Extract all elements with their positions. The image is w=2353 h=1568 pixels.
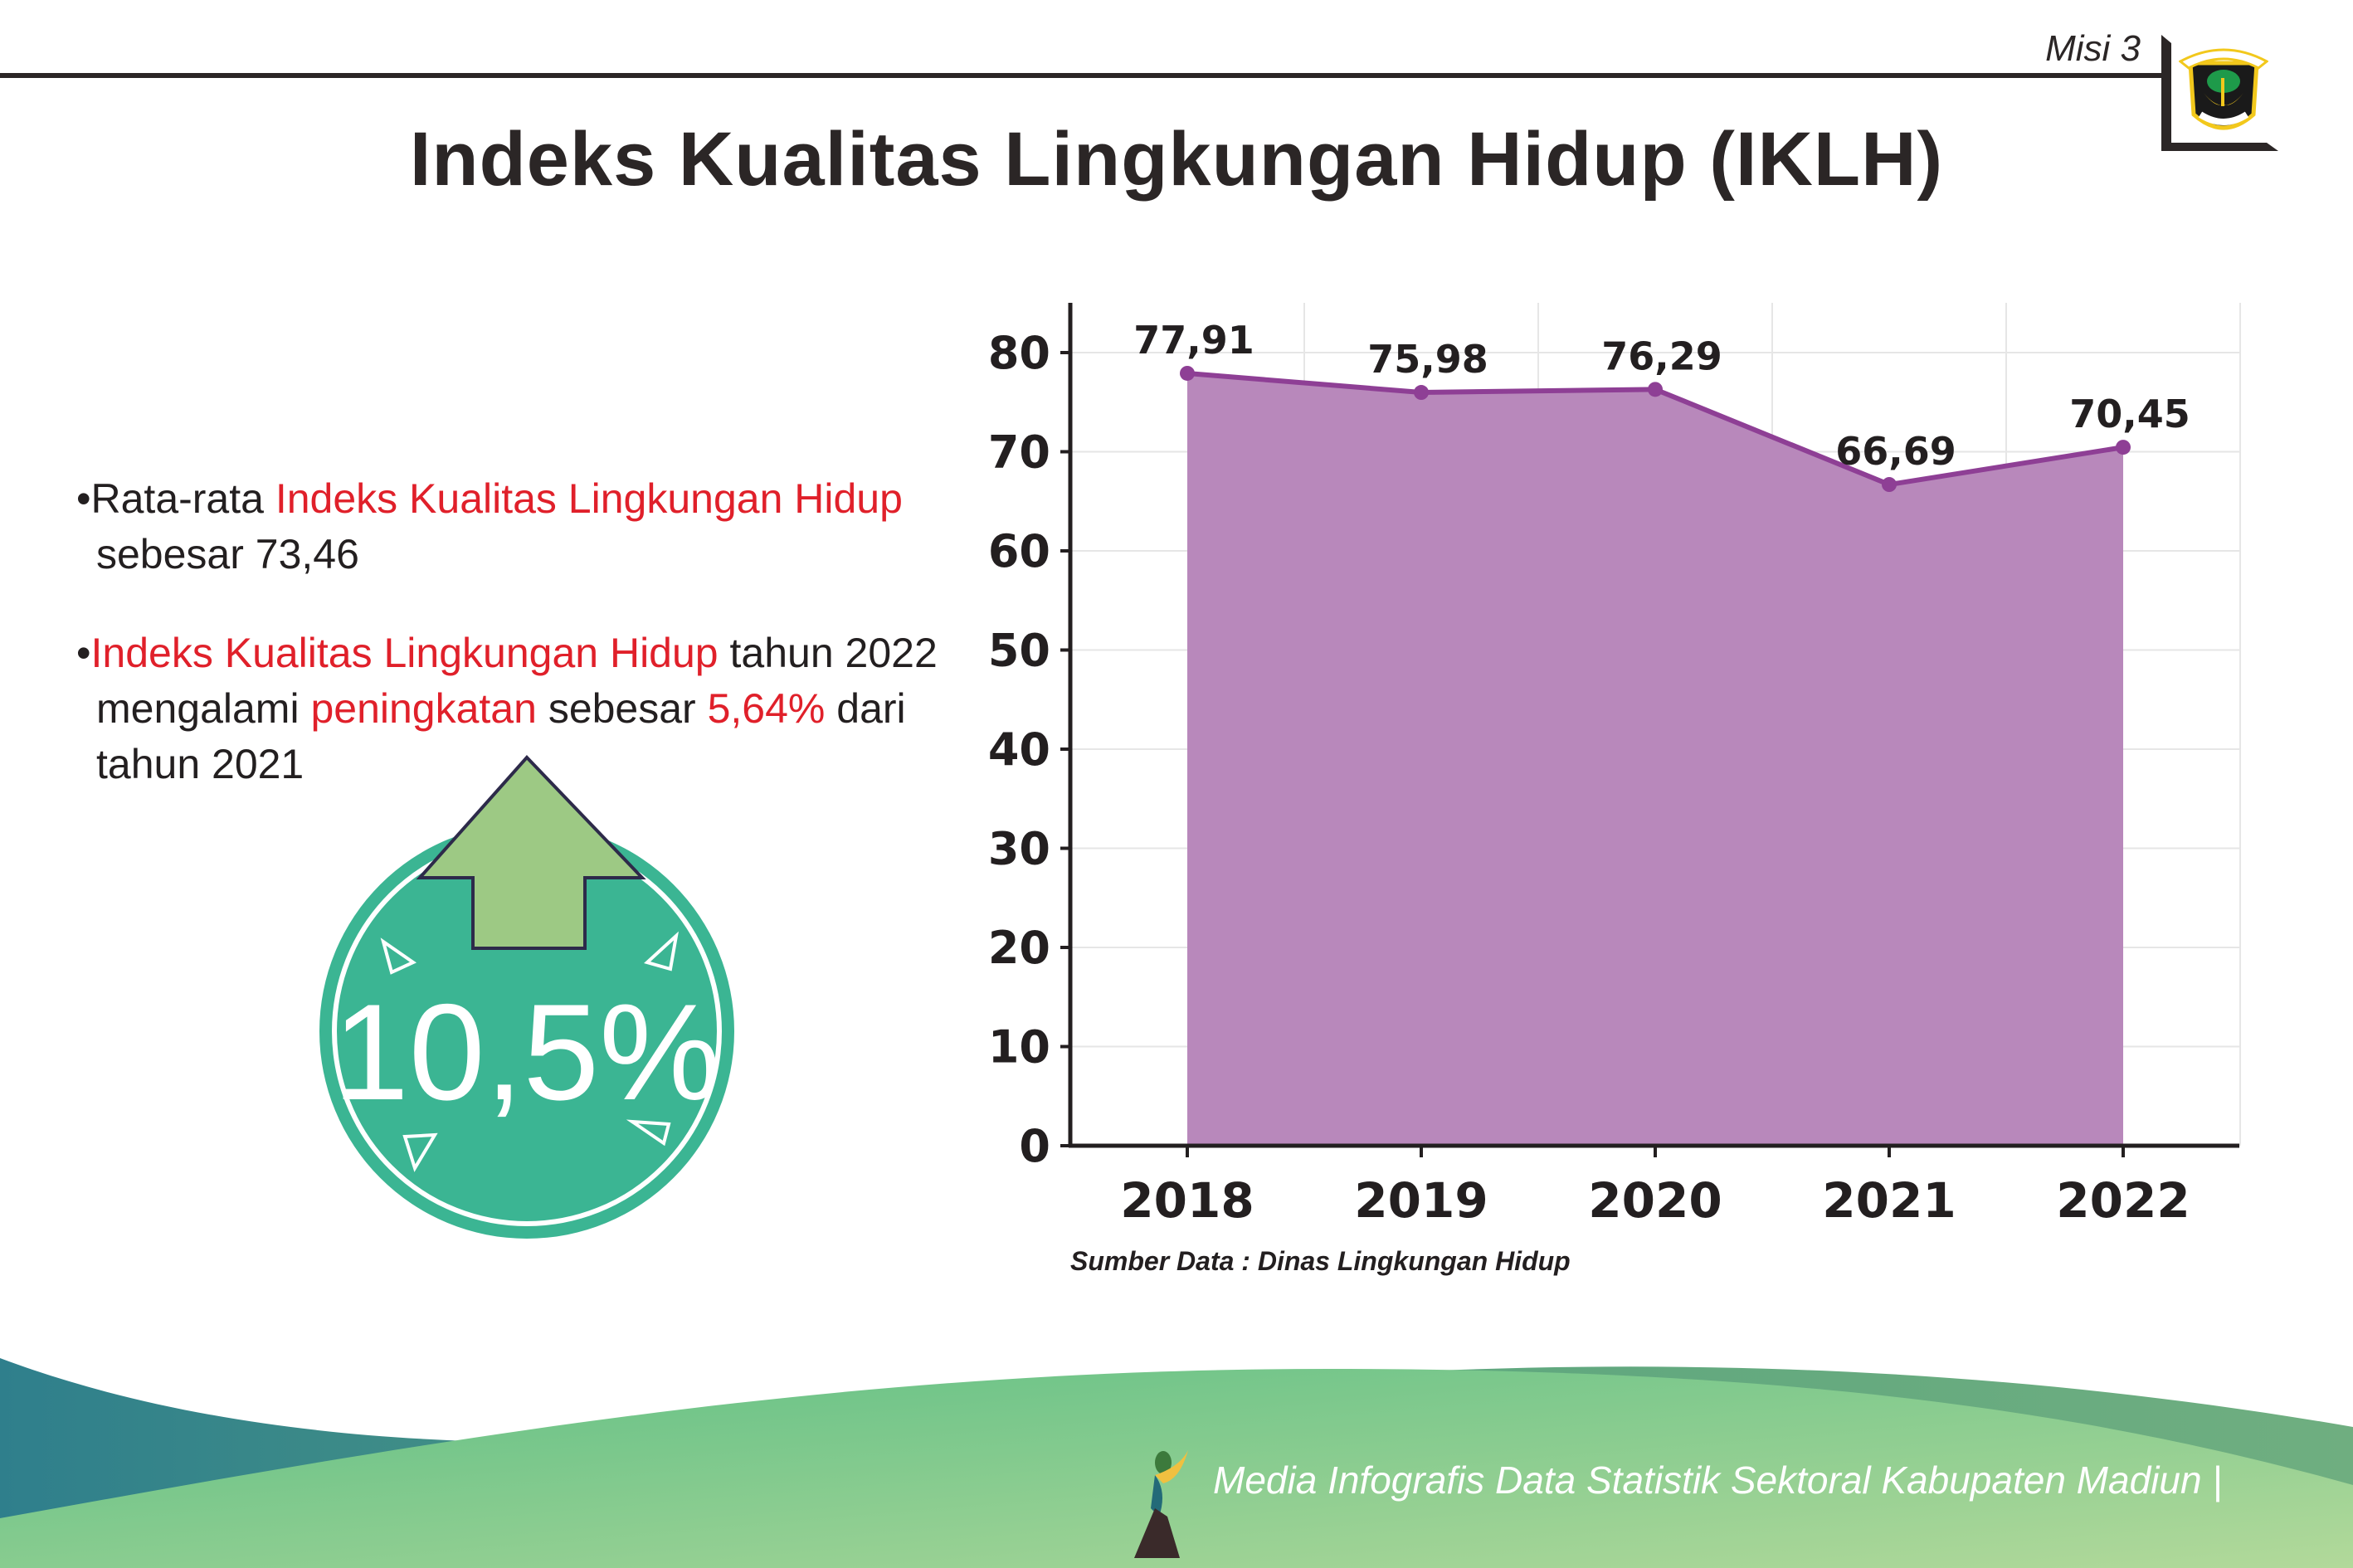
- bullet-text: dari: [825, 685, 906, 732]
- bullet-text: sebesar 73,46: [96, 531, 359, 577]
- footer-caption: Media Infografis Data Statistik Sektoral…: [1213, 1458, 2223, 1502]
- bullet-highlight: 5,64%: [707, 685, 826, 732]
- mission-label: Misi 3: [2045, 28, 2141, 69]
- x-tick-label: 2021: [1822, 1172, 1956, 1229]
- increase-badge: 10,5%: [319, 755, 734, 1239]
- bullet-text: mengalami: [96, 685, 311, 732]
- x-tick-label: 2019: [1354, 1172, 1488, 1229]
- sparkle-icon: [380, 937, 417, 975]
- bullet-highlight: peningkatan: [310, 685, 537, 732]
- bullet-average: •Rata-rata Indeks Kualitas Lingkungan Hi…: [76, 471, 948, 582]
- data-point: [1882, 477, 1897, 493]
- y-tick-label: 10: [988, 1021, 1050, 1074]
- bullet-text: tahun 2022: [718, 630, 938, 676]
- sparkle-icon: [626, 1119, 671, 1147]
- y-tick-label: 30: [988, 823, 1050, 875]
- data-label: 75,98: [1367, 337, 1488, 382]
- y-tick-label: 20: [988, 922, 1050, 974]
- x-tick-label: 2018: [1120, 1172, 1254, 1229]
- data-label: 70,45: [2069, 392, 2190, 436]
- bullet-dot: •: [76, 630, 91, 676]
- iklh-area-chart: 0 10 20 30 40 50 60 70 80 2018 2019 2020 2021 2022 77…: [988, 303, 2241, 1229]
- data-point: [2116, 440, 2131, 455]
- y-tick-label: 0: [1019, 1120, 1050, 1172]
- y-tick-label: 40: [988, 723, 1050, 776]
- media-infografis-logo: [1134, 1450, 1188, 1558]
- data-point: [1648, 382, 1663, 397]
- bullet-text: sebesar: [536, 685, 708, 732]
- data-label: 77,91: [1133, 318, 1254, 363]
- badge-value: 10,5%: [333, 976, 721, 1128]
- y-tick-label: 70: [988, 426, 1050, 479]
- x-tick-label: 2022: [2056, 1172, 2190, 1229]
- header-decoration: [0, 35, 2278, 151]
- data-point: [1414, 385, 1429, 401]
- data-source: Sumber Data : Dinas Lingkungan Hidup: [1070, 1246, 1571, 1276]
- arrow-up-icon: [416, 755, 646, 950]
- area-fill: [1187, 373, 2123, 1147]
- bullet-highlight: Indeks Kualitas Lingkungan Hidup: [90, 630, 719, 676]
- bullet-text: •Rata-rata: [76, 475, 275, 522]
- bullet-text: tahun 2021: [96, 741, 304, 787]
- bullet-highlight: Indeks Kualitas Lingkungan Hidup: [275, 475, 903, 522]
- page-title: Indeks Kualitas Lingkungan Hidup (IKLH): [409, 117, 1944, 202]
- y-tick-label: 50: [988, 625, 1050, 677]
- bullet-increase: •Indeks Kualitas Lingkungan Hidup tahun …: [76, 626, 948, 792]
- footer-wave: [0, 1358, 2353, 1568]
- y-tick-label: 80: [988, 327, 1050, 379]
- y-tick-label: 60: [988, 525, 1050, 577]
- data-point: [1180, 365, 1195, 381]
- kabupaten-madiun-logo: [2179, 48, 2268, 130]
- data-label: 76,29: [1601, 334, 1722, 378]
- x-tick-label: 2020: [1588, 1172, 1722, 1229]
- sparkle-icon: [402, 1132, 438, 1172]
- sparkle-icon: [644, 931, 679, 971]
- header-rule: [0, 73, 2164, 78]
- data-label: 66,69: [1835, 429, 1956, 474]
